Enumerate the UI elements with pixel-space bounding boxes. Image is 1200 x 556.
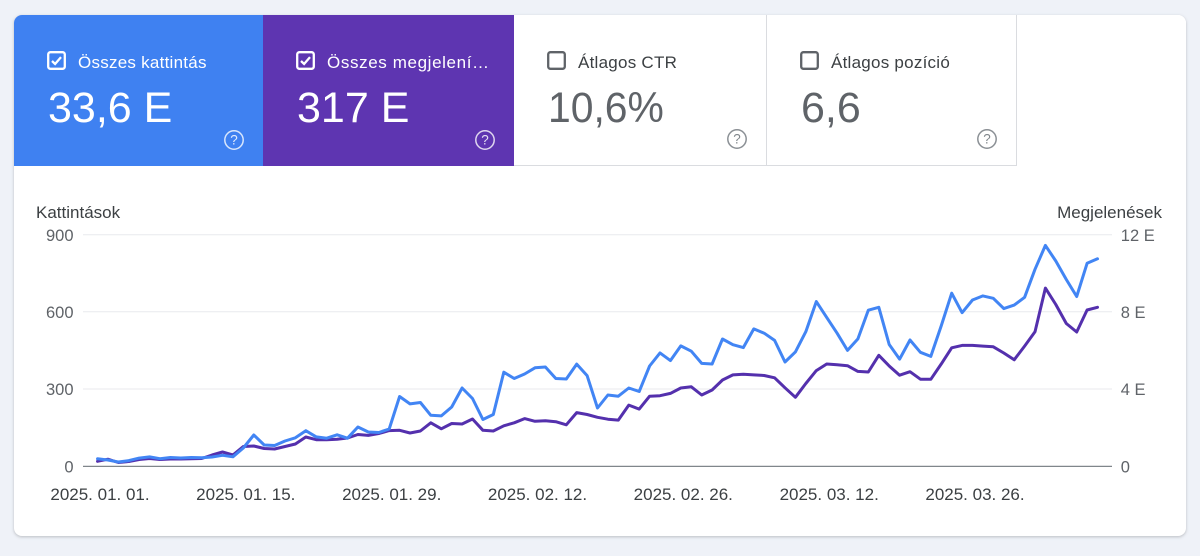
svg-text:4 E: 4 E (1121, 381, 1146, 399)
svg-text:Kattintások: Kattintások (36, 203, 121, 222)
svg-text:Megjelenések: Megjelenések (1057, 203, 1162, 222)
svg-text:2025. 02. 26.: 2025. 02. 26. (634, 485, 733, 504)
svg-text:2025. 01. 01.: 2025. 01. 01. (50, 485, 149, 504)
svg-text:900: 900 (46, 227, 74, 245)
svg-text:?: ? (983, 132, 991, 147)
svg-text:300: 300 (46, 381, 74, 399)
svg-text:600: 600 (46, 304, 74, 322)
svg-text:?: ? (481, 133, 489, 148)
svg-text:?: ? (230, 133, 238, 148)
svg-text:2025. 03. 12.: 2025. 03. 12. (780, 485, 879, 504)
svg-text:0: 0 (1121, 459, 1130, 477)
svg-text:12 E: 12 E (1121, 227, 1155, 245)
svg-text:0: 0 (64, 459, 73, 477)
svg-text:2025. 01. 15.: 2025. 01. 15. (196, 485, 295, 504)
svg-text:?: ? (733, 132, 741, 147)
svg-text:8 E: 8 E (1121, 304, 1146, 322)
svg-text:2025. 02. 12.: 2025. 02. 12. (488, 485, 587, 504)
svg-text:2025. 01. 29.: 2025. 01. 29. (342, 485, 441, 504)
svg-text:2025. 03. 26.: 2025. 03. 26. (925, 485, 1024, 504)
